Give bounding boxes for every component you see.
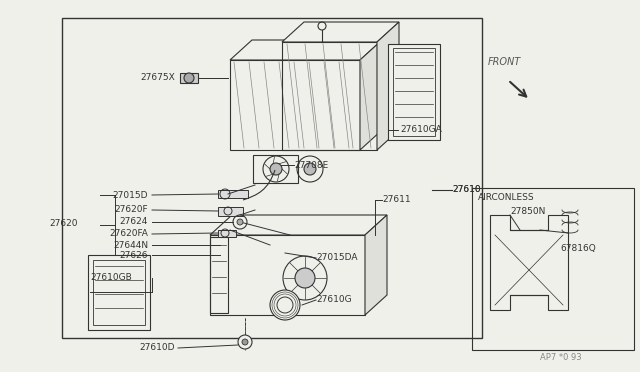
Bar — [388, 44, 440, 140]
Bar — [230, 60, 360, 150]
Text: 27850N: 27850N — [510, 208, 545, 217]
Text: 27624: 27624 — [120, 218, 148, 227]
Text: 27610G: 27610G — [316, 295, 351, 305]
Bar — [62, 18, 482, 338]
Bar — [218, 207, 243, 216]
Circle shape — [242, 339, 248, 345]
Circle shape — [270, 163, 282, 175]
Bar — [218, 190, 248, 198]
Bar — [93, 260, 145, 325]
Circle shape — [295, 268, 315, 288]
Bar — [472, 188, 634, 350]
Polygon shape — [490, 215, 568, 310]
Text: 27610D: 27610D — [140, 343, 175, 353]
Polygon shape — [360, 40, 382, 150]
Text: 27611: 27611 — [382, 196, 411, 205]
Text: AIRCONLESS: AIRCONLESS — [478, 193, 534, 202]
Text: 27610GB: 27610GB — [90, 273, 132, 282]
Bar — [282, 42, 377, 150]
Bar — [88, 255, 150, 330]
Circle shape — [238, 335, 252, 349]
Text: 27620F: 27620F — [115, 205, 148, 215]
Text: 27610: 27610 — [452, 186, 481, 195]
Text: 27620FA: 27620FA — [109, 230, 148, 238]
Bar — [210, 237, 228, 313]
Circle shape — [184, 73, 194, 83]
Text: 27675X: 27675X — [140, 74, 175, 83]
Text: 27644N: 27644N — [113, 241, 148, 250]
Text: 27610: 27610 — [452, 186, 481, 195]
Text: AP7 *0 93: AP7 *0 93 — [540, 353, 582, 362]
Text: 27015DA: 27015DA — [316, 253, 358, 263]
Text: 27626: 27626 — [120, 250, 148, 260]
Polygon shape — [210, 215, 387, 235]
Circle shape — [237, 219, 243, 225]
Bar — [393, 48, 435, 136]
Text: 27610GA: 27610GA — [400, 125, 442, 135]
Polygon shape — [282, 22, 399, 42]
Text: 67816Q: 67816Q — [560, 244, 596, 253]
Text: FRONT: FRONT — [488, 57, 521, 67]
Circle shape — [304, 163, 316, 175]
Polygon shape — [230, 40, 382, 60]
Circle shape — [270, 290, 300, 320]
Text: 27708E: 27708E — [294, 160, 328, 170]
Bar — [218, 230, 236, 237]
Polygon shape — [365, 215, 387, 315]
Text: 27620: 27620 — [49, 218, 78, 228]
Bar — [253, 155, 298, 183]
Bar — [210, 235, 365, 315]
Text: 27015D: 27015D — [113, 190, 148, 199]
Bar — [180, 73, 198, 83]
Polygon shape — [377, 22, 399, 150]
